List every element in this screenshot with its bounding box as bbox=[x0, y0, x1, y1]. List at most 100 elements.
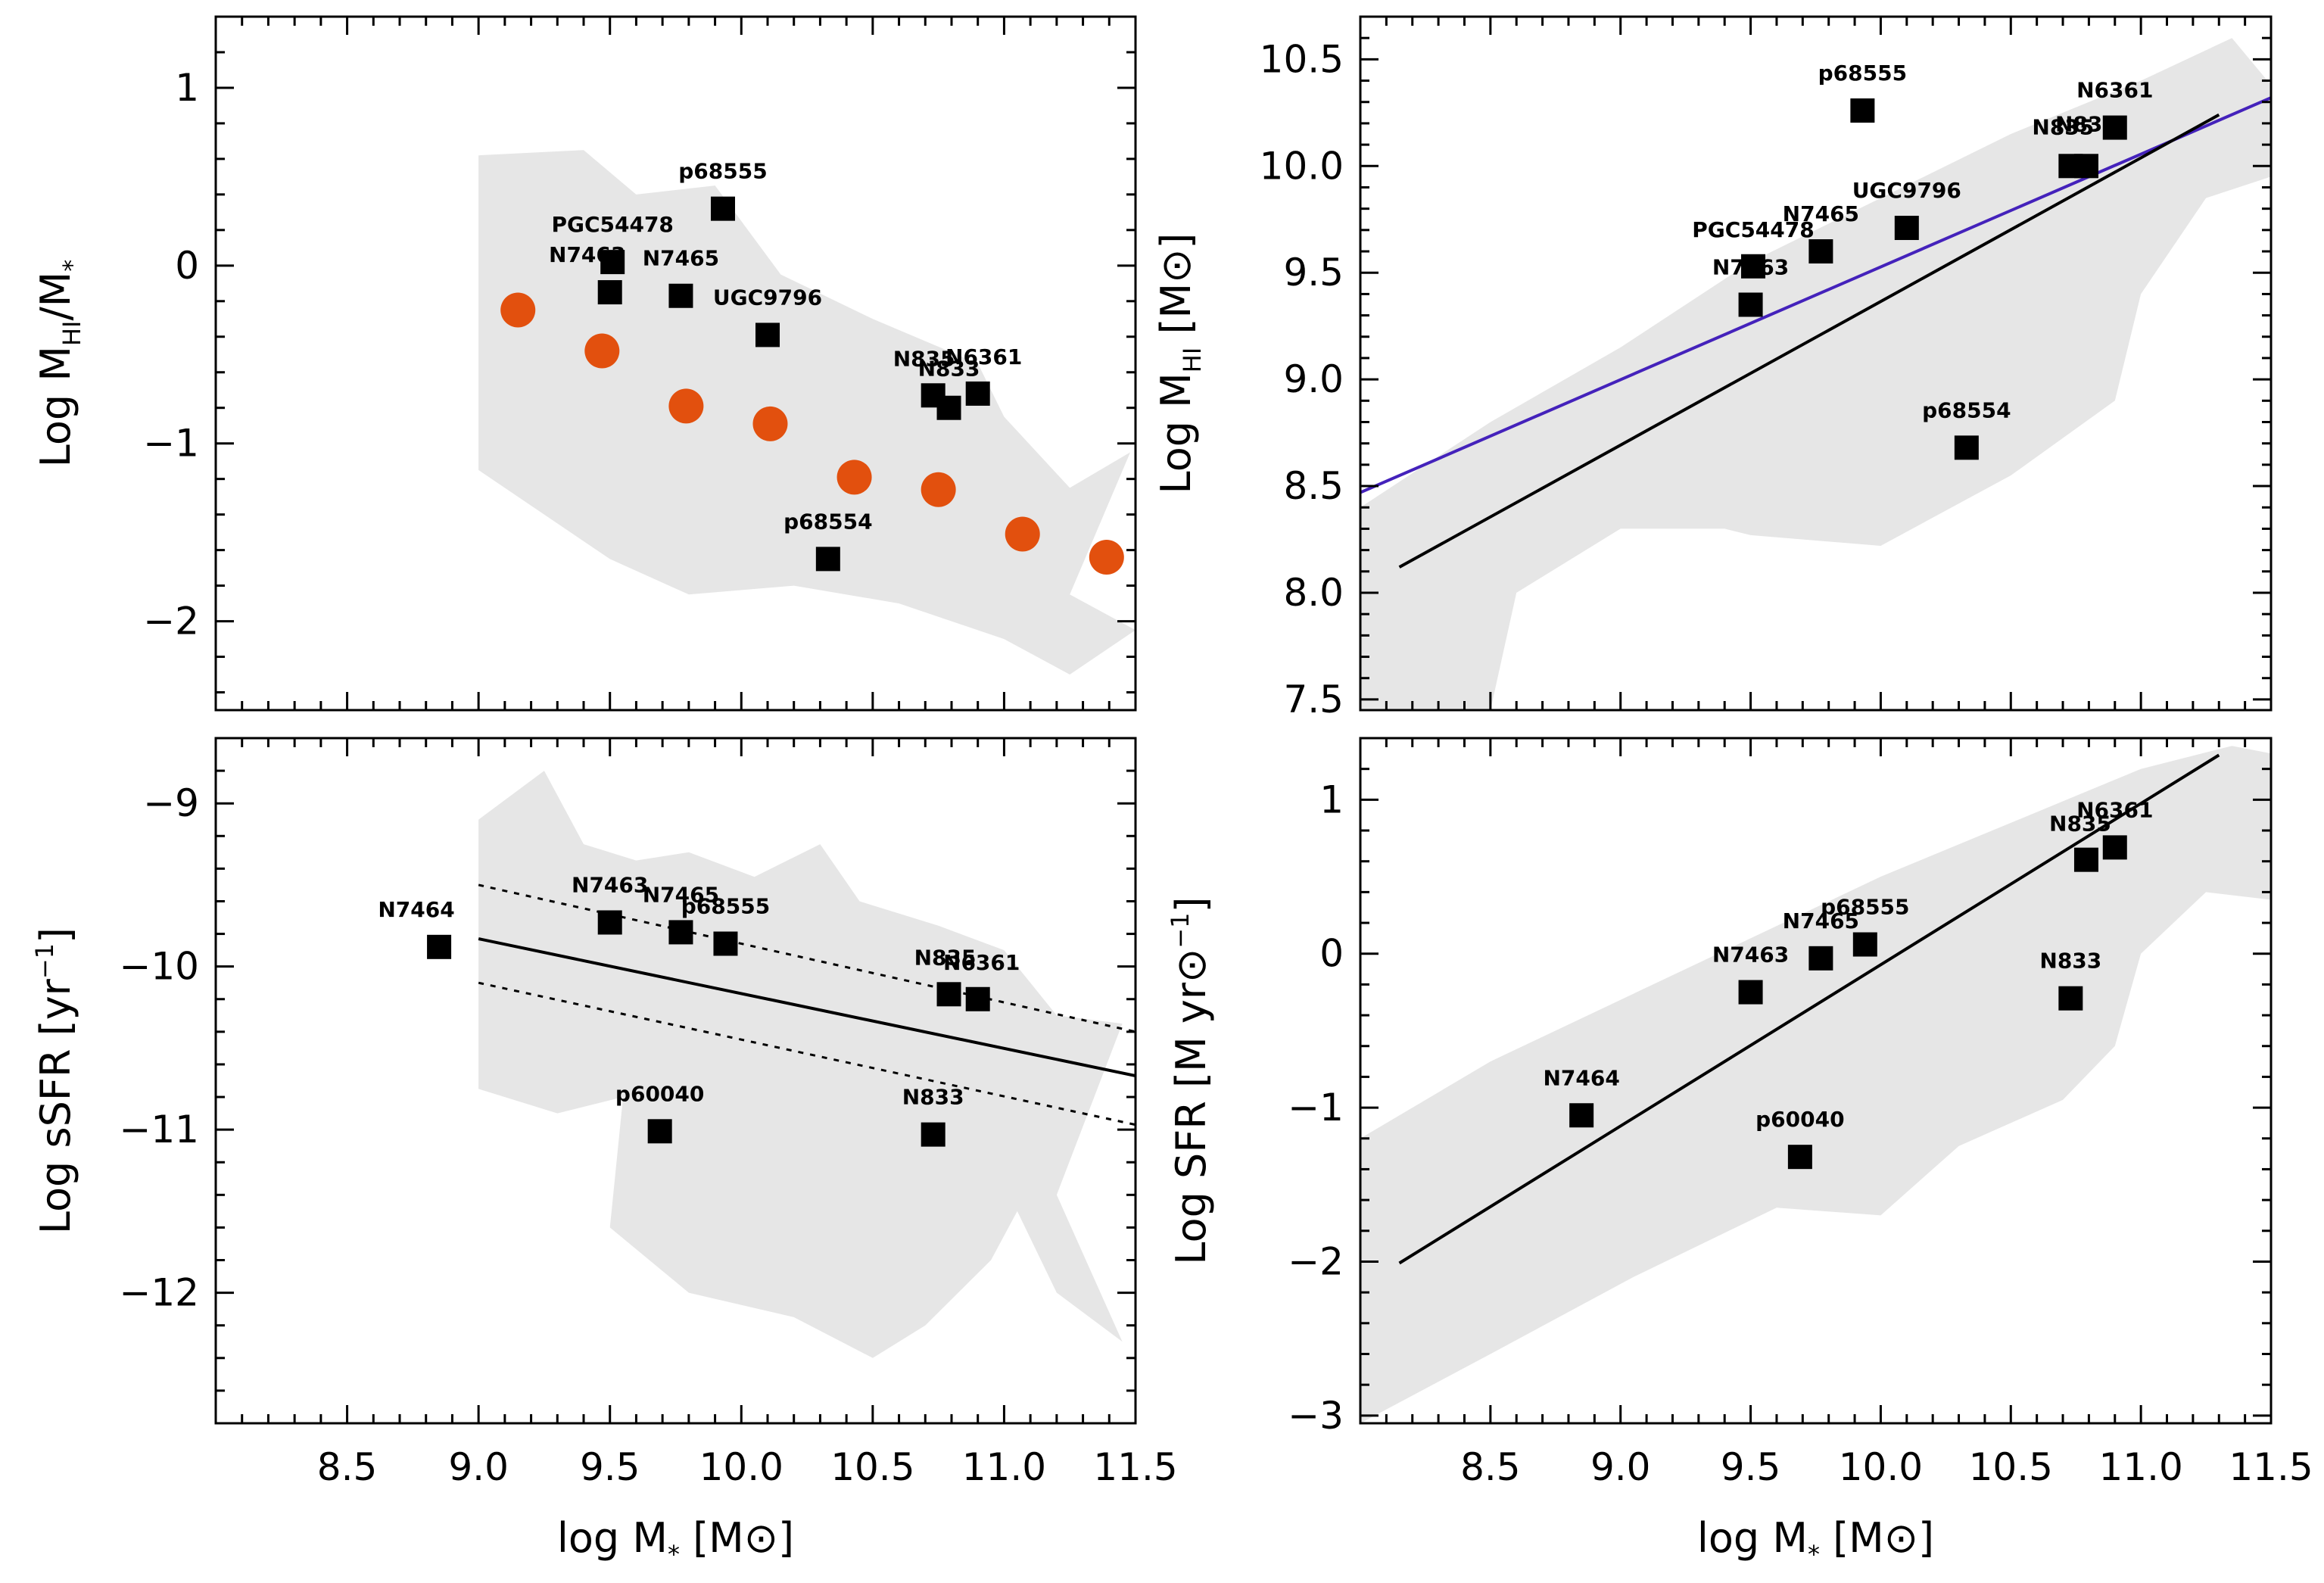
plot-area bbox=[427, 771, 1136, 1358]
x-tick-label: 9.0 bbox=[448, 1445, 509, 1489]
model-circle bbox=[921, 472, 956, 507]
y-tick-label: 9.5 bbox=[1283, 251, 1344, 294]
frame bbox=[214, 737, 1137, 1425]
point-p68555 bbox=[710, 196, 735, 221]
x-tick-label: 10.5 bbox=[1969, 1445, 2053, 1489]
y-tick-label: 0 bbox=[1319, 932, 1344, 976]
panel-top-left: p68555 PGC54478 N7463 N7465 UGC9796 N835N833N… bbox=[32, 15, 1137, 712]
y-tick-label: 8.0 bbox=[1283, 571, 1344, 615]
point-N833 bbox=[936, 395, 961, 420]
x-tick-label: 10.0 bbox=[1839, 1445, 1923, 1489]
point-PGC54478 bbox=[600, 250, 625, 275]
point-label-N7465: N7465 bbox=[1783, 908, 1859, 933]
model-circle bbox=[1089, 540, 1124, 575]
point-label-N835: N835 bbox=[2032, 114, 2094, 139]
y-tick-label: −9 bbox=[143, 781, 199, 825]
y-axis-title: Log sSFR [yr−1] bbox=[30, 927, 79, 1234]
point-N6361 bbox=[2102, 115, 2127, 140]
y-axis-title: Log MHI/M* bbox=[32, 260, 86, 468]
fit-dotted-lower bbox=[478, 981, 1136, 1126]
x-tick-label: 9.5 bbox=[580, 1445, 640, 1489]
point-label-p68555: p68555 bbox=[1821, 895, 1909, 920]
range-band bbox=[478, 771, 1123, 1358]
point-N835 bbox=[936, 982, 961, 1007]
point-PGC54478 bbox=[1741, 254, 1766, 279]
point-label-N833: N833 bbox=[2039, 949, 2101, 974]
model-circle bbox=[668, 388, 704, 424]
y-tick-label: −11 bbox=[119, 1108, 199, 1151]
point-label-N7463: N7463 bbox=[1712, 254, 1789, 279]
y-tick-label: −1 bbox=[1288, 1086, 1344, 1130]
fit-dotted-upper bbox=[478, 883, 1136, 1033]
point-label-PGC54478: PGC54478 bbox=[1692, 217, 1814, 242]
y-tick-label: 8.5 bbox=[1283, 464, 1344, 508]
x-tick-label: 8.5 bbox=[1460, 1445, 1521, 1489]
point-N7465 bbox=[1808, 946, 1833, 971]
fit-solid bbox=[478, 937, 1136, 1077]
point-label-N7465: N7465 bbox=[643, 882, 719, 907]
x-tick-label: 10.0 bbox=[699, 1445, 783, 1489]
point-N7463 bbox=[1738, 292, 1763, 317]
x-axis-title: log M* [M⊙] bbox=[557, 1514, 794, 1569]
point-N6361 bbox=[965, 381, 990, 406]
point-label-N6361: N6361 bbox=[943, 950, 1020, 975]
point-p60040 bbox=[1787, 1145, 1812, 1170]
point-N7465 bbox=[668, 920, 693, 945]
point-label-N835: N835 bbox=[2049, 812, 2111, 837]
y-tick-label: 0 bbox=[175, 244, 199, 288]
y-axis-title: Log SFR [M yr⊙−1] bbox=[1166, 896, 1215, 1264]
point-label-N6361: N6361 bbox=[2076, 78, 2153, 103]
point-p68555 bbox=[1852, 932, 1877, 957]
y-tick-label: 10.0 bbox=[1260, 144, 1344, 188]
y-tick-label: 1 bbox=[1319, 777, 1344, 821]
point-p68554 bbox=[815, 547, 840, 572]
range-band bbox=[1360, 38, 2271, 710]
point-label-N7463: N7463 bbox=[1712, 943, 1789, 968]
y-tick-label: −2 bbox=[1288, 1239, 1344, 1283]
y-tick-label: −3 bbox=[1288, 1394, 1344, 1438]
range-band bbox=[478, 150, 1136, 675]
point-N7463 bbox=[597, 280, 622, 305]
point-UGC9796 bbox=[755, 323, 780, 347]
y-tick-label: −2 bbox=[143, 600, 199, 643]
model-circle bbox=[584, 333, 620, 369]
model-circle bbox=[1005, 516, 1040, 552]
plot-area bbox=[478, 150, 1136, 675]
point-label-N7465: N7465 bbox=[1783, 201, 1859, 226]
y-tick-label: 10.5 bbox=[1260, 37, 1344, 81]
point-N7465 bbox=[668, 283, 693, 308]
fit-black bbox=[1398, 113, 2220, 569]
point-label-N833: N833 bbox=[2055, 111, 2117, 136]
point-N7465 bbox=[1808, 239, 1833, 264]
x-tick-label: 11.0 bbox=[2098, 1445, 2182, 1489]
y-tick-label: −10 bbox=[119, 945, 199, 989]
frame bbox=[1359, 15, 2273, 712]
point-N7463 bbox=[597, 910, 622, 935]
point-N833 bbox=[921, 1122, 945, 1147]
model-circle bbox=[500, 292, 536, 328]
plot-area bbox=[1360, 746, 2271, 1423]
point-label-N6361: N6361 bbox=[945, 344, 1022, 369]
point-label-UGC9796: UGC9796 bbox=[1852, 178, 1961, 203]
point-label-N7465: N7465 bbox=[643, 246, 719, 271]
point-label-N833: N833 bbox=[918, 357, 980, 382]
model-circle bbox=[752, 406, 788, 441]
point-N6361 bbox=[965, 986, 990, 1011]
point-N6361 bbox=[2102, 835, 2127, 860]
x-axis-title: log M* [M⊙] bbox=[1697, 1514, 1934, 1569]
point-N7464 bbox=[1569, 1103, 1594, 1128]
plot-area bbox=[1360, 38, 2271, 710]
x-tick-label: 9.5 bbox=[1721, 1445, 1781, 1489]
y-tick-label: 9.0 bbox=[1283, 357, 1344, 401]
fit-blue bbox=[1360, 96, 2271, 494]
model-circle bbox=[836, 460, 872, 495]
y-tick-label: −12 bbox=[119, 1271, 199, 1315]
point-p68555 bbox=[1850, 98, 1875, 123]
x-tick-label: 11.5 bbox=[2229, 1445, 2313, 1489]
x-tick-label: 10.5 bbox=[830, 1445, 914, 1489]
frame bbox=[214, 15, 1137, 712]
